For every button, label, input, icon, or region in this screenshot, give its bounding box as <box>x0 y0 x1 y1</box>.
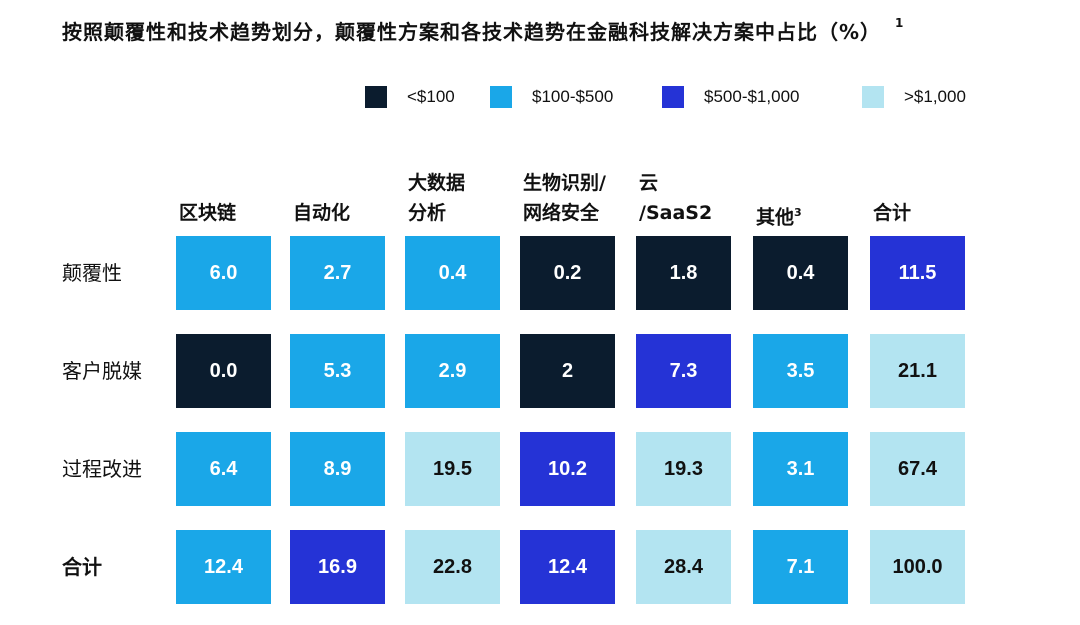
column-header: 自动化 <box>293 168 413 228</box>
heatmap-cell: 8.9 <box>290 432 385 506</box>
column-header-line: 生物识别/ <box>523 172 606 194</box>
legend-label: $100-$500 <box>532 87 614 106</box>
column-header: 合计 <box>873 168 993 228</box>
heatmap-cell: 6.0 <box>176 236 271 310</box>
heatmap-cell: 2.7 <box>290 236 385 310</box>
legend: <$100 $100-$500 $500-$1,000 >$1,000 <box>0 86 1080 110</box>
legend-swatch <box>365 86 387 108</box>
heatmap-cell: 6.4 <box>176 432 271 506</box>
legend-swatch <box>490 86 512 108</box>
column-header: 区块链 <box>179 168 299 228</box>
heatmap-cell: 22.8 <box>405 530 500 604</box>
column-header-line: 分析 <box>408 202 447 224</box>
column-header-line: 其他3 <box>756 206 802 229</box>
legend-swatch <box>862 86 884 108</box>
column-header: 云/SaaS2 <box>639 168 759 228</box>
heatmap-cell: 21.1 <box>870 334 965 408</box>
legend-label: >$1,000 <box>904 87 966 106</box>
heatmap-cell: 19.3 <box>636 432 731 506</box>
heatmap-cell: 10.2 <box>520 432 615 506</box>
legend-item: >$1,000 <box>862 86 966 108</box>
legend-swatch <box>662 86 684 108</box>
heatmap-cell: 28.4 <box>636 530 731 604</box>
heatmap-cell: 0.0 <box>176 334 271 408</box>
row-label: 合计 <box>62 555 102 579</box>
heatmap-cell: 12.4 <box>520 530 615 604</box>
legend-label: <$100 <box>407 87 455 106</box>
heatmap-cell: 3.5 <box>753 334 848 408</box>
column-header-line: 合计 <box>873 202 912 224</box>
heatmap-cell: 5.3 <box>290 334 385 408</box>
column-header-line: 自动化 <box>293 202 351 224</box>
legend-label: $500-$1,000 <box>704 87 800 106</box>
heatmap-cell: 0.4 <box>405 236 500 310</box>
chart-title-text: 按照颠覆性和技术趋势划分，颠覆性方案和各技术趋势在金融科技解决方案中占比（%） <box>62 20 882 44</box>
title-footnote: 1 <box>895 16 905 31</box>
legend-item: $500-$1,000 <box>662 86 799 108</box>
column-header-line <box>293 168 413 198</box>
legend-item: <$100 <box>365 86 455 108</box>
column-header-line: 大数据 <box>408 172 466 194</box>
column-header: 大数据 分析 <box>408 168 528 228</box>
heatmap-cell: 0.4 <box>753 236 848 310</box>
row-label: 过程改进 <box>62 457 142 481</box>
heatmap-cell: 67.4 <box>870 432 965 506</box>
column-header-line <box>179 168 299 198</box>
column-header-line <box>873 168 993 198</box>
row-label: 颠覆性 <box>62 261 122 285</box>
column-header: 生物识别/网络安全 <box>523 168 643 228</box>
legend-item: $100-$500 <box>490 86 613 108</box>
heatmap-cell: 3.1 <box>753 432 848 506</box>
column-header: 其他3 <box>756 168 876 232</box>
heatmap-cell: 16.9 <box>290 530 385 604</box>
heatmap-cell: 7.1 <box>753 530 848 604</box>
row-label: 客户脱媒 <box>62 359 142 383</box>
heatmap-cell: 12.4 <box>176 530 271 604</box>
column-header-line: 云 <box>639 172 659 194</box>
chart-title: 按照颠覆性和技术趋势划分，颠覆性方案和各技术趋势在金融科技解决方案中占比（%） 1 <box>62 16 904 45</box>
column-header-line: 网络安全 <box>523 202 600 224</box>
heatmap-cell: 7.3 <box>636 334 731 408</box>
heatmap-cell: 0.2 <box>520 236 615 310</box>
heatmap-cell: 2.9 <box>405 334 500 408</box>
heatmap-cell: 2 <box>520 334 615 408</box>
footnote-marker: 3 <box>794 206 802 219</box>
heatmap-cell: 19.5 <box>405 432 500 506</box>
heatmap-cell: 11.5 <box>870 236 965 310</box>
heatmap-cell: 1.8 <box>636 236 731 310</box>
column-header-line: /SaaS2 <box>639 202 713 224</box>
column-header-line: 区块链 <box>179 202 237 224</box>
column-header-line <box>756 168 876 198</box>
heatmap-cell: 100.0 <box>870 530 965 604</box>
